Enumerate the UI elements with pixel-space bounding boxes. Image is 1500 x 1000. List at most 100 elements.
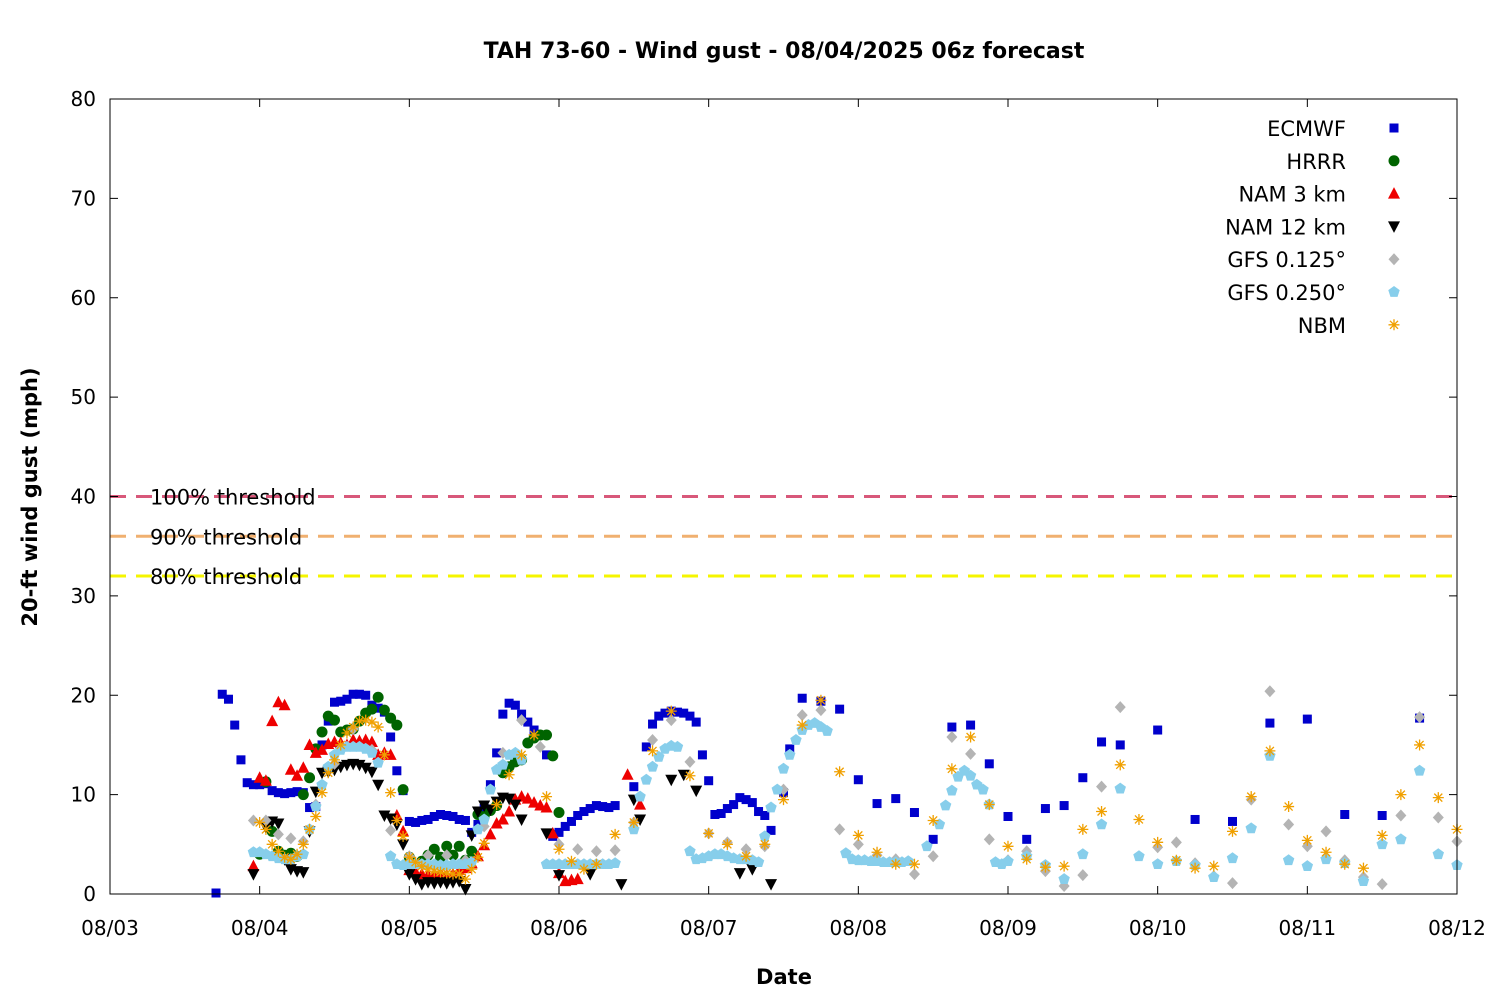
data-point-ecmwf: [542, 750, 552, 760]
data-point-gfs-0-250: [640, 773, 653, 785]
data-point-ecmwf: [1340, 810, 1350, 819]
data-point-nbm: [665, 705, 677, 717]
data-point-gfs-0-250: [1133, 850, 1145, 862]
data-point-nbm: [1283, 801, 1295, 813]
data-point-nbm: [310, 810, 322, 822]
data-point-gfs-0-125: [1114, 701, 1126, 714]
data-point-nbm: [528, 729, 540, 741]
data-point-nam-12-km: [665, 774, 678, 787]
data-point-gfs-0-125: [1320, 825, 1332, 838]
data-point-nbm: [322, 767, 334, 779]
data-point-gfs-0-250: [497, 758, 509, 770]
data-point-nam-3-km: [278, 698, 291, 711]
threshold-lines: 100% threshold 90% threshold 80% threshold: [110, 486, 1457, 589]
data-point-ecmwf: [361, 690, 371, 700]
data-point-ecmwf: [909, 808, 919, 818]
data-point-ecmwf: [236, 755, 246, 765]
y-tick-label: 40: [71, 485, 96, 509]
data-point-nbm: [778, 794, 789, 806]
data-point-gfs-0-250: [840, 847, 852, 859]
data-point-nbm: [759, 838, 771, 850]
data-point-gfs-0-125: [385, 824, 397, 837]
data-point-nam-12-km: [634, 814, 647, 826]
data-point-nbm: [391, 814, 403, 826]
x-axis-ticks: 08/03 08/04 08/05 08/06 08/07 08/08 08/09 08/10…: [81, 99, 1486, 940]
data-point-ecmwf: [872, 799, 882, 809]
data-point-nbm: [466, 863, 478, 875]
data-point-nbm: [254, 816, 266, 828]
data-point-gfs-0-250: [1114, 782, 1126, 794]
data-point-nam-12-km: [372, 779, 385, 792]
data-point-hrrr: [391, 719, 403, 731]
data-point-ecmwf: [242, 778, 252, 788]
data-point-ecmwf: [217, 689, 227, 699]
data-point-nam-3-km: [272, 695, 285, 708]
data-point-ecmwf: [585, 804, 595, 814]
data-point-gfs-0-250: [1301, 860, 1314, 872]
data-point-gfs-0-250: [821, 725, 833, 736]
data-point-nam-3-km: [297, 761, 310, 773]
data-point-hrrr: [372, 691, 384, 703]
data-point-ecmwf: [685, 711, 695, 721]
data-point-nam-3-km: [284, 763, 297, 775]
x-tick-label: 08/11: [1279, 916, 1337, 940]
data-point-ecmwf: [835, 704, 845, 714]
data-point-ecmwf: [984, 759, 994, 769]
data-point-nbm: [565, 855, 577, 867]
data-point-ecmwf: [267, 786, 277, 796]
data-point-gfs-0-250: [684, 845, 696, 857]
data-point-gfs-0-125: [908, 868, 920, 881]
data-point-ecmwf: [928, 834, 938, 844]
data-point-nam-3-km: [621, 768, 634, 780]
data-point-nbm: [684, 770, 696, 782]
legend-marker-gfs-0-250: [1388, 286, 1400, 297]
data-point-gfs-0-250: [765, 801, 777, 813]
legend-marker-gfs-0-125: [1388, 253, 1400, 266]
data-point-gfs-0-250: [1151, 858, 1164, 870]
data-point-ecmwf: [891, 794, 901, 804]
data-point-ecmwf: [442, 810, 452, 820]
data-point-ecmwf: [573, 810, 583, 820]
data-point-nbm: [609, 828, 621, 840]
data-point-gfs-0-125: [1395, 809, 1407, 822]
data-point-nbm: [908, 858, 920, 870]
data-point-ecmwf: [373, 703, 383, 713]
data-point-nbm: [503, 769, 515, 781]
data-point-nbm: [447, 868, 459, 880]
data-points: [211, 685, 1463, 898]
data-point-ecmwf: [629, 782, 639, 792]
data-point-ecmwf: [648, 719, 658, 729]
data-point-nam-12-km: [540, 828, 553, 840]
data-point-gfs-0-250: [790, 733, 802, 745]
data-point-gfs-0-250: [964, 769, 977, 781]
x-tick-label: 08/03: [81, 916, 139, 940]
threshold-label: 100% threshold: [150, 486, 316, 510]
legend-label-ecmwf: ECMWF: [1267, 117, 1346, 141]
threshold-label: 90% threshold: [150, 525, 302, 549]
x-tick-label: 08/10: [1129, 916, 1187, 940]
data-point-nbm: [541, 791, 553, 803]
data-point-nbm: [1395, 789, 1407, 801]
data-point-gfs-0-125: [285, 832, 297, 845]
x-tick-label: 08/09: [979, 916, 1037, 940]
data-point-nbm: [628, 816, 640, 828]
data-point-ecmwf: [735, 793, 745, 803]
data-point-ecmwf: [523, 717, 533, 727]
data-point-hrrr: [397, 784, 409, 796]
data-point-nam-3-km: [490, 816, 503, 829]
data-point-nbm: [260, 823, 272, 835]
data-point-gfs-0-250: [609, 857, 621, 869]
data-point-nam-12-km: [509, 799, 522, 812]
data-point-nbm: [590, 858, 602, 870]
legend: ECMWF HRRR NAM 3 km NAM 12 km GFS 0.125° GFS …: [1225, 117, 1400, 338]
data-point-ecmwf: [386, 732, 396, 742]
data-point-ecmwf: [704, 776, 714, 786]
data-point-gfs-0-250: [1058, 873, 1070, 884]
data-point-hrrr: [378, 704, 390, 716]
data-point-gfs-0-250: [1226, 852, 1239, 864]
data-point-nbm: [1152, 836, 1164, 848]
data-point-nam-12-km: [553, 870, 565, 882]
data-point-nbm: [397, 830, 409, 842]
data-point-nam-12-km: [353, 759, 366, 772]
data-point-ecmwf: [423, 814, 433, 824]
